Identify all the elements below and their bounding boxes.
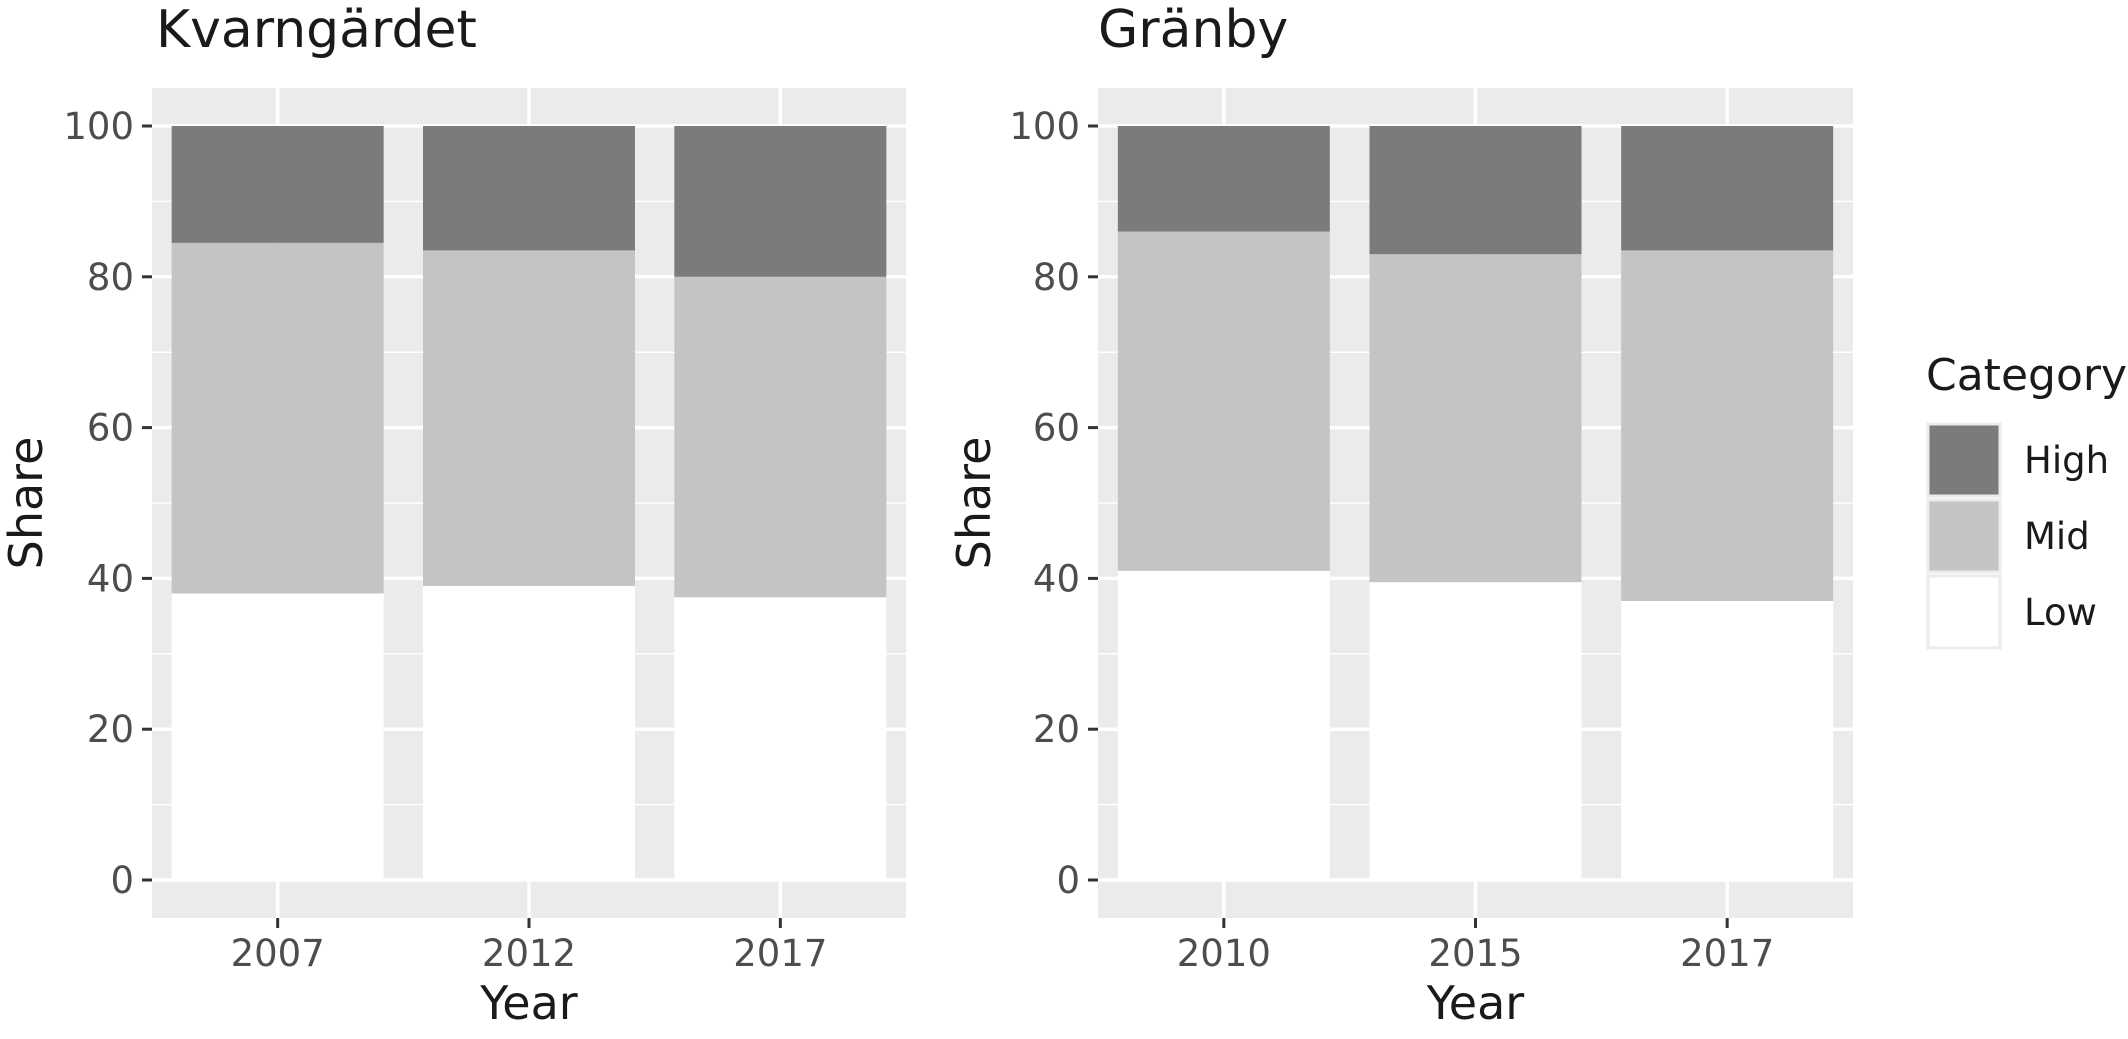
bar-high-2017	[674, 126, 887, 277]
x-tick-label: 2017	[733, 932, 827, 975]
y-tick-label: 20	[1033, 708, 1080, 751]
bar-high-2015	[1369, 126, 1582, 255]
bar-low-2017	[1621, 601, 1834, 880]
x-tick-label: 2015	[1428, 932, 1522, 975]
panel-title: Kvarngärdet	[156, 0, 477, 60]
x-axis-title: Year	[1426, 976, 1524, 1030]
panel-title: Gränby	[1098, 0, 1288, 60]
y-tick-label: 0	[1056, 859, 1080, 902]
x-tick-label: 2007	[231, 932, 325, 975]
legend-label-mid: Mid	[2024, 515, 2090, 558]
x-tick-label: 2012	[482, 932, 576, 975]
legend-key-high	[1926, 422, 2002, 498]
y-tick-label: 100	[1009, 105, 1080, 148]
legend-label-high: High	[2024, 439, 2109, 482]
y-tick-label: 100	[63, 105, 134, 148]
legend-title: Category	[1926, 350, 2127, 401]
y-axis-title: Share	[947, 437, 1001, 570]
x-axis-title: Year	[479, 976, 577, 1030]
bar-low-2010	[1117, 570, 1330, 880]
bar-mid-2012	[423, 250, 635, 586]
y-tick-label: 40	[87, 557, 134, 600]
y-tick-label: 80	[1033, 256, 1080, 299]
y-tick-label: 20	[87, 708, 134, 751]
y-tick-label: 80	[87, 256, 134, 299]
y-tick-label: 60	[87, 407, 134, 450]
bar-high-2007	[171, 126, 384, 243]
bar-high-2017	[1621, 126, 1834, 251]
legend-label-low: Low	[2024, 591, 2097, 634]
bar-high-2010	[1117, 126, 1330, 232]
bar-low-2012	[423, 585, 635, 880]
bar-mid-2010	[1117, 231, 1330, 571]
legend-key-low	[1926, 574, 2002, 650]
y-tick-label: 40	[1033, 557, 1080, 600]
bar-low-2017	[674, 597, 887, 880]
bar-mid-2007	[171, 242, 384, 594]
legend-key-mid	[1926, 498, 2002, 574]
y-axis-title: Share	[0, 437, 53, 570]
x-tick-label: 2017	[1680, 932, 1774, 975]
bar-low-2015	[1369, 582, 1582, 880]
y-tick-label: 0	[110, 859, 134, 902]
y-tick-label: 60	[1033, 407, 1080, 450]
bar-mid-2015	[1369, 254, 1582, 583]
bar-mid-2017	[1621, 250, 1834, 602]
bar-mid-2017	[674, 276, 887, 598]
bar-low-2007	[171, 593, 384, 880]
x-tick-label: 2010	[1177, 932, 1271, 975]
bar-high-2012	[423, 126, 635, 251]
